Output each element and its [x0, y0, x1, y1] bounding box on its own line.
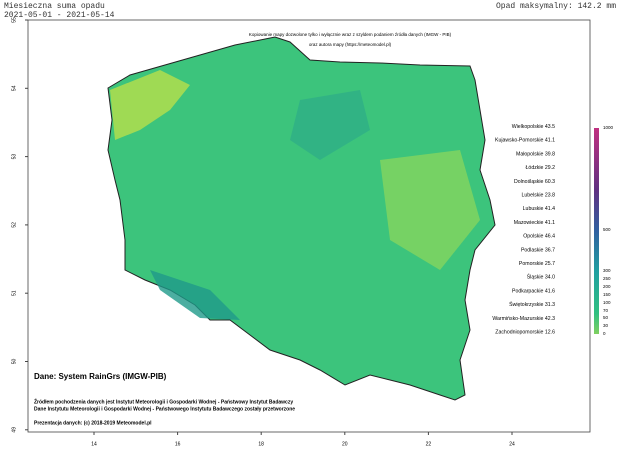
colorbar-label: 200 [603, 284, 611, 289]
dry-zone [380, 150, 480, 270]
wet-zone [290, 90, 370, 160]
region-label: Zachodniopomorskie 12.6 [495, 330, 555, 336]
region-name: Opolskie [523, 234, 543, 240]
region-value: 39.8 [545, 152, 555, 158]
colorbar-label: 0 [603, 331, 606, 336]
copyright: oraz autora mapy (https://meteomodel.pl) [309, 42, 392, 47]
region-label: Lubuskie 41.4 [523, 207, 555, 213]
region-value: 41.1 [545, 138, 555, 144]
colorbar-label: 1000 [603, 125, 614, 130]
copyright: Kopiowanie mapy dozwolone tylko i wyłącz… [249, 32, 452, 37]
region-value: 41.6 [545, 289, 555, 295]
wet-zone [150, 270, 240, 320]
region-name: Zachodniopomorskie [495, 330, 543, 336]
region-name: Świętokrzyskie [509, 300, 543, 308]
region-value: 46.4 [545, 234, 555, 240]
colorbar-label: 150 [603, 292, 611, 297]
colorbar-label: 50 [603, 315, 609, 320]
region-value: 36.7 [545, 248, 555, 254]
region-name: Łódzkie [526, 165, 544, 171]
max: Opad maksymalny: 142.2 mm [496, 2, 616, 11]
region-name: Małopolskie [516, 152, 544, 158]
region-name: Wielkopolskie [512, 124, 544, 130]
region-name: Dolnośląskie [514, 179, 544, 185]
region-label: Śląskie 34.0 [527, 273, 555, 281]
region-name: Warmińsko-Mazurskie [492, 316, 543, 322]
colorbar-label: 30 [603, 323, 609, 328]
region-label: Wielkopolskie 43.5 [512, 124, 555, 130]
region-value: 42.3 [545, 316, 555, 322]
region-value: 12.6 [545, 330, 555, 336]
dry-zone [110, 70, 190, 140]
region-label: Kujawsko-Pomorskie 41.1 [495, 138, 555, 144]
colorbar-label: 70 [603, 308, 609, 313]
region-label: Mazowieckie 41.1 [514, 220, 555, 226]
region-label: Dolnośląskie 60.3 [514, 179, 555, 185]
region-value: 23.8 [545, 193, 555, 199]
y-tick-label: 49 [11, 427, 17, 433]
region-value: 34.0 [545, 275, 555, 281]
x-tick-label: 16 [175, 441, 181, 447]
note: Dane Instytutu Meteorologii i Gospodarki… [34, 406, 295, 412]
region-name: Pomorskie [519, 261, 544, 267]
y-tick-label: 50 [11, 359, 17, 365]
colorbar-label: 250 [603, 276, 611, 281]
title: Miesieczna suma opadu [4, 2, 105, 11]
colorbar-label: 500 [603, 227, 611, 232]
region-name: Podlaskie [521, 248, 544, 254]
region-value: 29.2 [545, 165, 555, 171]
region-label: Łódzkie 29.2 [526, 165, 556, 171]
x-tick-label: 18 [258, 441, 264, 447]
region-value: 60.3 [545, 179, 555, 185]
y-tick-label: 55 [11, 17, 17, 23]
region-name: Śląskie [527, 273, 544, 281]
y-tick-label: 53 [11, 154, 17, 160]
region-value: 31.3 [545, 302, 555, 308]
region-label: Małopolskie 39.8 [516, 152, 555, 158]
x-tick-label: 22 [426, 441, 432, 447]
region-name: Lubuskie [523, 207, 544, 213]
x-tick-label: 14 [91, 441, 97, 447]
colorbar-label: 300 [603, 268, 611, 273]
region-name: Kujawsko-Pomorskie [495, 138, 544, 144]
region-label: Warmińsko-Mazurskie 42.3 [492, 316, 555, 322]
y-tick-label: 52 [11, 222, 17, 228]
region-value: 25.7 [545, 261, 555, 267]
x-tick-label: 24 [509, 441, 515, 447]
colorbar [594, 128, 599, 334]
note: Źródłem pochodzenia danych jest Instytut… [34, 397, 293, 405]
region-label: Podlaskie 36.7 [521, 248, 555, 254]
region-name: Podkarpackie [512, 289, 544, 295]
y-tick-label: 54 [11, 85, 17, 91]
region-label: Opolskie 46.4 [523, 234, 555, 240]
x-tick-label: 20 [342, 441, 348, 447]
region-label: Lubelskie 23.8 [522, 193, 556, 199]
region-label: Świętokrzyskie 31.3 [509, 300, 555, 308]
region-label: Podkarpackie 41.6 [512, 289, 555, 295]
region-value: 43.5 [545, 124, 555, 130]
region-label: Pomorskie 25.7 [519, 261, 555, 267]
period: 2021-05-01 - 2021-05-14 [4, 11, 115, 20]
region-name: Mazowieckie [514, 220, 544, 226]
region-value: 41.1 [545, 220, 555, 226]
colorbar-label: 100 [603, 300, 611, 305]
region-value: 41.4 [545, 207, 555, 213]
region-name: Lubelskie [522, 193, 544, 199]
y-tick-label: 51 [11, 290, 17, 296]
source: Dane: System RainGrs (IMGW-PIB) [34, 372, 167, 381]
note: Prezentacja danych: (c) 2018-2019 Meteom… [34, 420, 152, 426]
